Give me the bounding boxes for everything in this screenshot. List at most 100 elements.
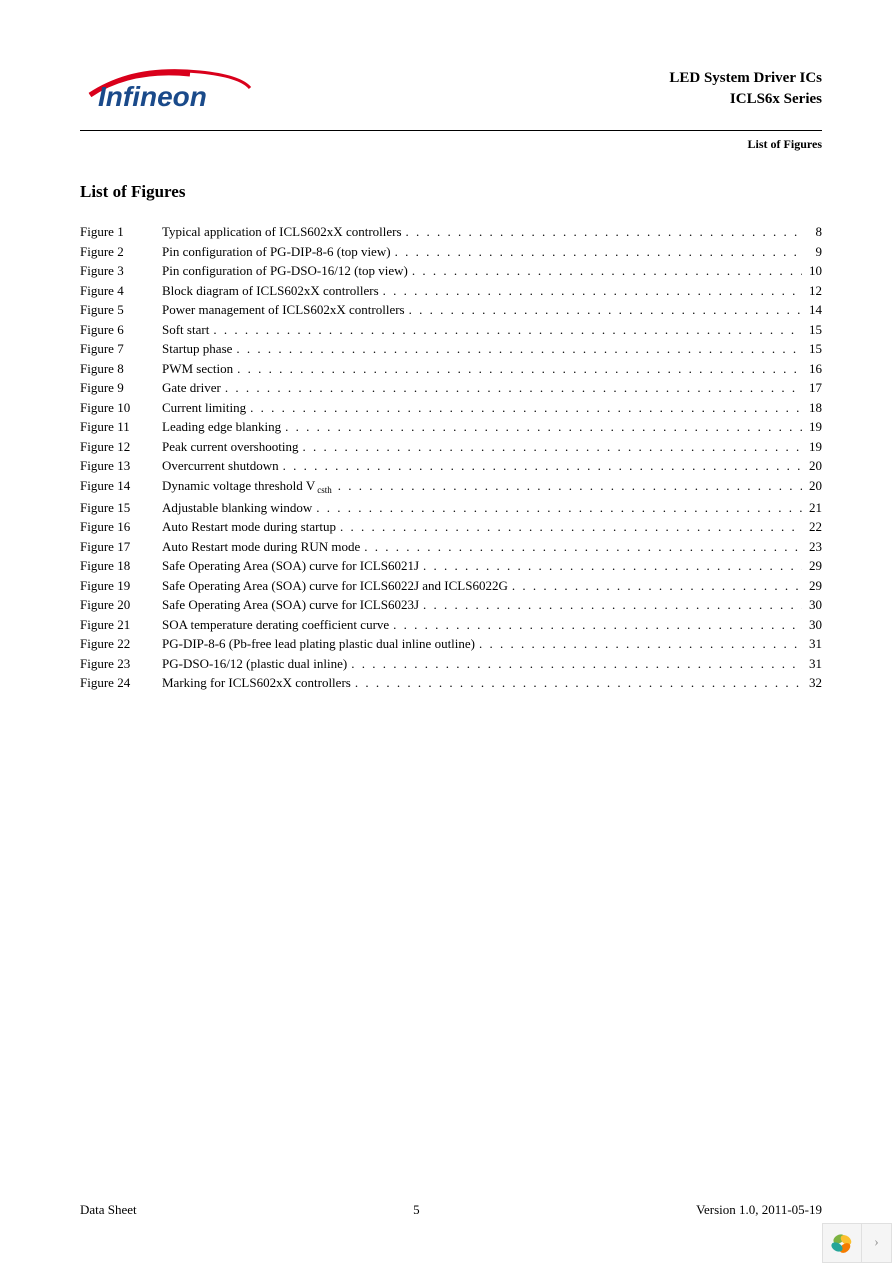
leader-dots: [312, 498, 802, 518]
figure-label: Figure 2: [80, 242, 162, 262]
figure-row[interactable]: Figure 1Typical application of ICLS602xX…: [80, 222, 822, 242]
figure-title: PWM section: [162, 359, 233, 379]
figure-row[interactable]: Figure 9Gate driver17: [80, 378, 822, 398]
figure-title: Current limiting: [162, 398, 246, 418]
corner-widget: ›: [822, 1223, 892, 1263]
section-label: List of Figures: [80, 137, 822, 152]
figure-row[interactable]: Figure 23PG-DSO-16/12 (plastic dual inli…: [80, 654, 822, 674]
figure-label: Figure 5: [80, 300, 162, 320]
figure-page: 19: [802, 417, 822, 437]
figure-row[interactable]: Figure 17Auto Restart mode during RUN mo…: [80, 537, 822, 557]
figure-title: Startup phase: [162, 339, 232, 359]
figure-title: Auto Restart mode during startup: [162, 517, 336, 537]
figure-title: Safe Operating Area (SOA) curve for ICLS…: [162, 576, 508, 596]
figure-page: 19: [802, 437, 822, 457]
figure-title: Safe Operating Area (SOA) curve for ICLS…: [162, 556, 419, 576]
figure-title: Power management of ICLS602xX controller…: [162, 300, 405, 320]
doc-title-block: LED System Driver ICs ICLS6x Series: [669, 60, 822, 110]
figure-row[interactable]: Figure 22PG-DIP-8-6 (Pb-free lead platin…: [80, 634, 822, 654]
svg-text:Infineon: Infineon: [98, 81, 207, 112]
leader-dots: [281, 417, 802, 437]
figure-label: Figure 18: [80, 556, 162, 576]
figure-row[interactable]: Figure 2Pin configuration of PG-DIP-8-6 …: [80, 242, 822, 262]
figure-page: 16: [802, 359, 822, 379]
leader-dots: [475, 634, 802, 654]
figures-list: Figure 1Typical application of ICLS602xX…: [80, 222, 822, 693]
figure-title: Leading edge blanking: [162, 417, 281, 437]
figure-page: 29: [802, 576, 822, 596]
leader-dots: [233, 359, 802, 379]
figure-page: 32: [802, 673, 822, 693]
leader-dots: [408, 261, 802, 281]
figure-title-subscript: csth: [315, 485, 334, 495]
figure-page: 15: [802, 339, 822, 359]
figure-row[interactable]: Figure 16Auto Restart mode during startu…: [80, 517, 822, 537]
leader-dots: [402, 222, 802, 242]
leader-dots: [246, 398, 802, 418]
figure-label: Figure 7: [80, 339, 162, 359]
figure-page: 31: [802, 654, 822, 674]
figure-page: 18: [802, 398, 822, 418]
figure-title: Gate driver: [162, 378, 221, 398]
figure-row[interactable]: Figure 12Peak current overshooting19: [80, 437, 822, 457]
footer-center: 5: [413, 1202, 420, 1218]
leader-dots: [347, 654, 802, 674]
figure-row[interactable]: Figure 6Soft start15: [80, 320, 822, 340]
figure-row[interactable]: Figure 18Safe Operating Area (SOA) curve…: [80, 556, 822, 576]
figure-label: Figure 11: [80, 417, 162, 437]
figure-row[interactable]: Figure 11Leading edge blanking 19: [80, 417, 822, 437]
figure-label: Figure 21: [80, 615, 162, 635]
figure-title: Overcurrent shutdown: [162, 456, 279, 476]
figure-row[interactable]: Figure 21SOA temperature derating coeffi…: [80, 615, 822, 635]
figure-page: 21: [802, 498, 822, 518]
figure-row[interactable]: Figure 15Adjustable blanking window 21: [80, 498, 822, 518]
figure-label: Figure 10: [80, 398, 162, 418]
figure-label: Figure 3: [80, 261, 162, 281]
figure-label: Figure 20: [80, 595, 162, 615]
figure-row[interactable]: Figure 3Pin configuration of PG-DSO-16/1…: [80, 261, 822, 281]
figure-row[interactable]: Figure 10Current limiting 18: [80, 398, 822, 418]
figure-page: 20: [802, 456, 822, 476]
figure-row[interactable]: Figure 19Safe Operating Area (SOA) curve…: [80, 576, 822, 596]
page-footer: Data Sheet 5 Version 1.0, 2011-05-19: [80, 1202, 822, 1218]
flower-icon[interactable]: [822, 1223, 862, 1263]
figure-title: PG-DIP-8-6 (Pb-free lead plating plastic…: [162, 634, 475, 654]
figure-row[interactable]: Figure 24Marking for ICLS602xX controlle…: [80, 673, 822, 693]
figure-row[interactable]: Figure 4Block diagram of ICLS602xX contr…: [80, 281, 822, 301]
figure-title: Auto Restart mode during RUN mode: [162, 537, 360, 557]
figure-row[interactable]: Figure 14Dynamic voltage threshold Vcsth…: [80, 476, 822, 498]
figure-label: Figure 24: [80, 673, 162, 693]
figure-label: Figure 22: [80, 634, 162, 654]
figure-label: Figure 23: [80, 654, 162, 674]
leader-dots: [379, 281, 802, 301]
figure-label: Figure 19: [80, 576, 162, 596]
leader-dots: [298, 437, 802, 457]
leader-dots: [232, 339, 802, 359]
figure-row[interactable]: Figure 8PWM section16: [80, 359, 822, 379]
figure-row[interactable]: Figure 13Overcurrent shutdown20: [80, 456, 822, 476]
figure-label: Figure 6: [80, 320, 162, 340]
figure-row[interactable]: Figure 7Startup phase 15: [80, 339, 822, 359]
figure-page: 9: [802, 242, 822, 262]
footer-left: Data Sheet: [80, 1202, 137, 1218]
leader-dots: [279, 456, 802, 476]
leader-dots: [419, 556, 802, 576]
figure-page: 20: [802, 476, 822, 496]
doc-title-1: LED System Driver ICs: [669, 68, 822, 89]
figure-row[interactable]: Figure 5Power management of ICLS602xX co…: [80, 300, 822, 320]
figure-title: Peak current overshooting: [162, 437, 298, 457]
figure-label: Figure 16: [80, 517, 162, 537]
figure-label: Figure 17: [80, 537, 162, 557]
figure-label: Figure 15: [80, 498, 162, 518]
leader-dots: [508, 576, 802, 596]
next-arrow-button[interactable]: ›: [862, 1223, 892, 1263]
leader-dots: [360, 537, 802, 557]
figure-title: Adjustable blanking window: [162, 498, 312, 518]
figure-label: Figure 1: [80, 222, 162, 242]
leader-dots: [419, 595, 802, 615]
page-header: Infineon LED System Driver ICs ICLS6x Se…: [80, 60, 822, 120]
figure-row[interactable]: Figure 20Safe Operating Area (SOA) curve…: [80, 595, 822, 615]
leader-dots: [221, 378, 802, 398]
leader-dots: [405, 300, 802, 320]
figure-label: Figure 4: [80, 281, 162, 301]
